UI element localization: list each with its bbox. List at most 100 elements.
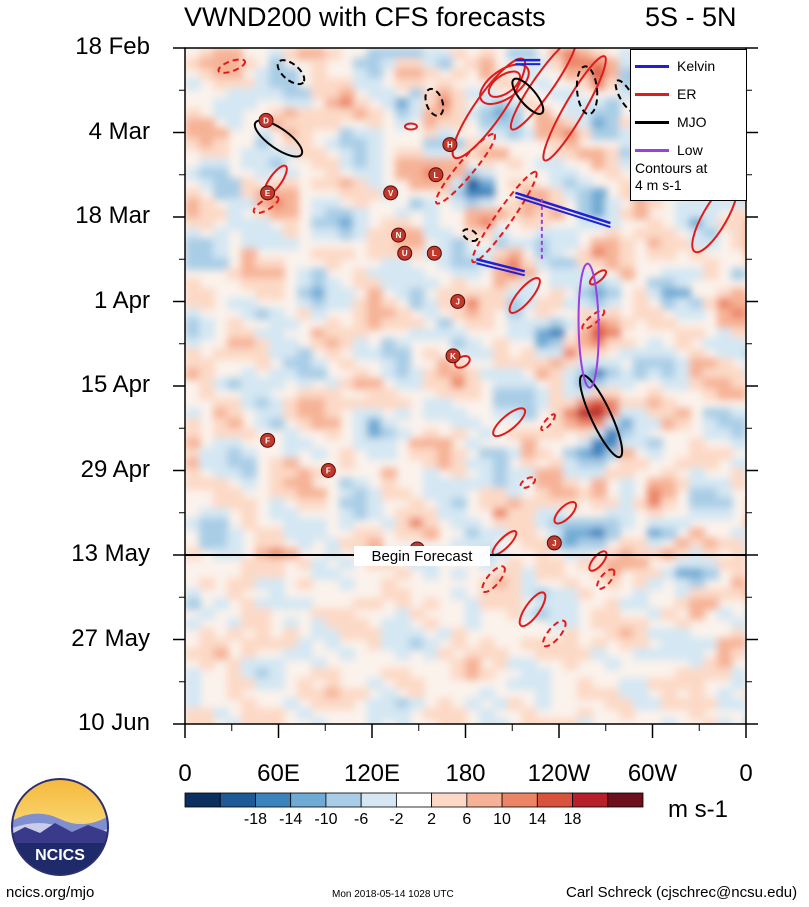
anomaly-cell [619,368,635,380]
anomaly-cell [563,488,579,500]
anomaly-cell [647,648,663,660]
anomaly-cell [619,698,635,710]
anomaly-cell [521,278,537,290]
anomaly-cell [283,638,299,650]
anomaly-cell [465,268,481,280]
anomaly-cell [353,318,369,330]
anomaly-cell [451,708,467,720]
anomaly-cell [535,678,551,690]
anomaly-cell [437,228,453,240]
anomaly-cell [563,358,579,370]
anomaly-cell [717,448,733,460]
anomaly-cell [227,668,243,680]
anomaly-cell [227,108,243,120]
storm-marker: U [397,245,413,261]
anomaly-cell [241,238,257,250]
anomaly-cell [227,398,243,410]
anomaly-cell [269,318,285,330]
anomaly-cell [451,118,467,130]
anomaly-cell [479,198,495,210]
anomaly-cell [605,508,621,520]
anomaly-cell [213,138,229,150]
anomaly-cell [465,178,481,190]
y-tick-label: 29 Apr [80,455,150,483]
anomaly-cell [521,348,537,360]
anomaly-cell [297,558,313,570]
anomaly-cell [731,538,746,550]
anomaly-cell [325,218,341,230]
anomaly-cell [507,178,523,190]
anomaly-cell [199,518,215,530]
anomaly-cell [199,48,215,60]
anomaly-cell [731,428,746,440]
anomaly-cell [437,718,453,724]
anomaly-cell [269,468,285,480]
anomaly-cell [381,98,397,110]
anomaly-cell [185,338,201,350]
anomaly-cell [745,238,746,250]
anomaly-cell [521,578,537,590]
anomaly-cell [353,328,369,340]
anomaly-cell [689,648,705,660]
anomaly-cell [745,98,746,110]
colorbar-tick-label: -2 [389,811,404,828]
anomaly-cell [437,368,453,380]
anomaly-cell [563,188,579,200]
anomaly-cell [563,468,579,480]
anomaly-cell [577,408,593,420]
anomaly-cell [507,598,523,610]
anomaly-cell [689,608,705,620]
anomaly-cell [549,178,565,190]
anomaly-cell [353,408,369,420]
anomaly-cell [647,358,663,370]
anomaly-cell [549,258,565,270]
anomaly-cell [521,328,537,340]
anomaly-cell [367,438,383,450]
anomaly-cell [619,478,635,490]
storm-marker-letter: D [263,116,269,125]
anomaly-cell [535,488,551,500]
anomaly-cell [577,288,593,300]
anomaly-cell [647,238,663,250]
anomaly-cell [689,708,705,720]
anomaly-cell [227,268,243,280]
anomaly-cell [717,428,733,440]
anomaly-cell [311,608,327,620]
colorbar-bin [255,792,292,808]
anomaly-cell [745,538,746,550]
anomaly-cell [577,708,593,720]
anomaly-cell [605,498,621,510]
anomaly-cell [577,58,593,70]
anomaly-cell [213,408,229,420]
anomaly-cell [283,368,299,380]
anomaly-cell [689,348,705,360]
anomaly-cell [437,398,453,410]
kelvin-contour [515,195,611,228]
anomaly-cell [423,68,439,80]
anomaly-cell [297,648,313,660]
anomaly-cell [269,658,285,670]
anomaly-cell [591,158,607,170]
anomaly-cell [605,208,621,220]
anomaly-cell [633,578,649,590]
anomaly-cell [521,458,537,470]
anomaly-cell [661,418,677,430]
anomaly-cell [577,328,593,340]
anomaly-cell [353,188,369,200]
anomaly-cell [549,268,565,280]
storm-marker-letter: N [396,231,402,240]
anomaly-cell [549,348,565,360]
anomaly-cell [381,388,397,400]
anomaly-cell [675,518,691,530]
anomaly-cell [661,528,677,540]
anomaly-cell [703,638,719,650]
anomaly-cell [535,698,551,710]
anomaly-cell [185,438,201,450]
anomaly-cell [227,428,243,440]
storm-marker: K [445,348,461,364]
anomaly-cell [647,488,663,500]
anomaly-cell [241,328,257,340]
anomaly-cell [619,508,635,520]
anomaly-cell [661,518,677,530]
anomaly-cell [507,558,523,570]
